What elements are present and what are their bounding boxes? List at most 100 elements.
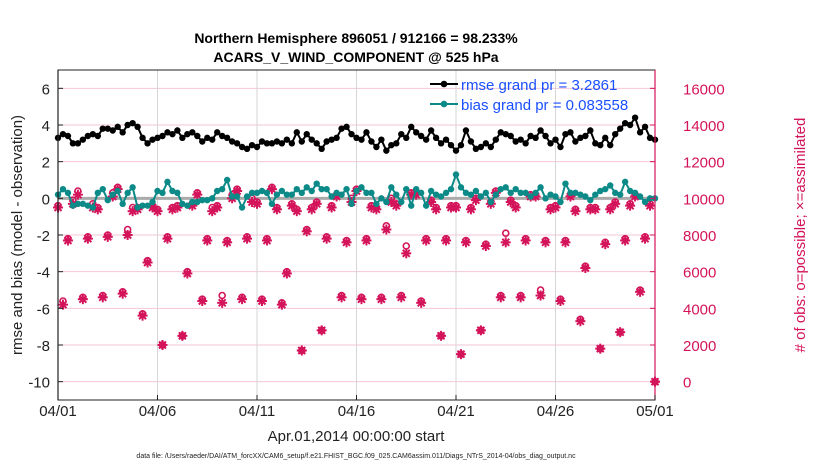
obs-assimilated-point <box>510 202 521 213</box>
rmse-point <box>228 138 236 145</box>
rmse-point <box>278 140 286 147</box>
tick-label-right: 2000 <box>683 338 716 355</box>
x-axis-label: Apr.01,2014 00:00:00 start <box>268 428 446 445</box>
obs-assimilated-core <box>100 294 106 300</box>
bias-point <box>482 189 490 197</box>
rmse-point <box>169 130 176 138</box>
rmse-point <box>99 125 106 132</box>
rmse-point <box>94 132 102 140</box>
tick-label-y: 4 <box>42 118 50 135</box>
obs-assimilated-point <box>475 325 486 336</box>
rmse-point <box>616 125 624 132</box>
bias-point <box>373 200 380 208</box>
rmse-point <box>636 129 644 136</box>
obs-assimilated-core <box>498 294 504 300</box>
rmse-point <box>119 129 126 136</box>
tick-label-x: 04/11 <box>239 403 275 420</box>
bias-point <box>388 184 395 191</box>
rmse-point <box>626 121 634 129</box>
obs-assimilated-core <box>612 201 618 207</box>
obs-possible-point <box>402 242 411 250</box>
obs-assimilated-point <box>276 299 287 310</box>
obs-assimilated-core <box>518 294 524 300</box>
rmse-point <box>567 129 574 136</box>
obs-assimilated-core <box>75 192 81 198</box>
bias-point <box>422 202 430 209</box>
obs-assimilated-core <box>279 302 285 308</box>
obs-assimilated-point <box>217 297 228 308</box>
obs-assimilated-core <box>174 204 180 211</box>
bias-point <box>134 204 141 211</box>
obs-assimilated-core <box>105 234 111 240</box>
bias-point <box>577 191 584 198</box>
bias-point <box>457 184 465 191</box>
tick-label-y: 2 <box>42 155 50 172</box>
obs-assimilated-core <box>577 318 583 324</box>
rmse-point <box>129 119 136 127</box>
rmse-point <box>537 127 544 134</box>
obs-assimilated-point <box>296 345 307 356</box>
rmse-point <box>646 134 654 142</box>
rmse-point <box>204 134 211 142</box>
obs-assimilated-point <box>396 292 407 303</box>
obs-assimilated-point <box>580 263 591 273</box>
tick-label-y: -10 <box>28 375 50 392</box>
obs-assimilated-point <box>172 202 183 213</box>
rmse-point <box>383 147 390 154</box>
rmse-point <box>427 127 435 134</box>
obs-assimilated-point <box>311 198 322 209</box>
rmse-point <box>517 136 524 143</box>
obs-assimilated-core <box>458 351 464 357</box>
bias-point <box>567 189 574 197</box>
tick-label-x: 04/06 <box>139 403 177 420</box>
tick-label-y: -2 <box>37 228 50 245</box>
rmse-point <box>199 138 206 145</box>
bias-point <box>557 198 564 206</box>
obs-assimilated-point <box>286 200 297 211</box>
obs-assimilated-point <box>520 235 531 246</box>
bias-point <box>403 185 410 193</box>
obs-assimilated-point <box>162 233 173 244</box>
bias-point <box>378 195 385 202</box>
obs-assimilated-point <box>301 226 312 237</box>
obs-assimilated-core <box>159 342 166 348</box>
obs-assimilated-point <box>321 233 332 244</box>
obs-assimilated-core <box>398 294 404 300</box>
rmse-point <box>253 143 261 151</box>
obs-assimilated-point <box>157 340 168 350</box>
obs-assimilated-core <box>572 208 579 214</box>
obs-assimilated-point <box>575 316 586 327</box>
rmse-point <box>472 145 480 153</box>
bias-point <box>283 191 291 198</box>
rmse-point <box>184 130 191 138</box>
bias-point <box>592 191 599 198</box>
obs-assimilated-core <box>269 186 275 192</box>
bias-point <box>69 202 77 209</box>
obs-assimilated-point <box>271 204 282 215</box>
bias-point <box>467 191 475 198</box>
obs-assimilated-point <box>361 235 372 246</box>
bias-point <box>119 200 126 208</box>
obs-assimilated-core <box>438 333 444 339</box>
rmse-point <box>532 134 539 142</box>
obs-assimilated-point <box>401 248 412 259</box>
tick-label-y: -4 <box>37 265 50 282</box>
rmse-point <box>417 132 425 140</box>
bias-point <box>343 185 350 193</box>
obs-assimilated-core <box>468 206 474 212</box>
obs-assimilated-point <box>291 206 302 217</box>
obs-assimilated-point <box>256 296 267 306</box>
rmse-point <box>547 140 554 147</box>
obs-assimilated-core <box>552 204 559 211</box>
bias-point <box>209 195 216 202</box>
legend-bias-marker <box>440 100 448 108</box>
obs-assimilated-point <box>326 202 337 213</box>
rmse-point <box>612 130 619 138</box>
obs-assimilated-point <box>182 268 193 279</box>
obs-assimilated-core <box>324 236 330 242</box>
obs-assimilated-core <box>309 206 315 212</box>
obs-assimilated-core <box>523 237 529 244</box>
rmse-point <box>69 140 77 147</box>
obs-assimilated-point <box>197 296 208 306</box>
